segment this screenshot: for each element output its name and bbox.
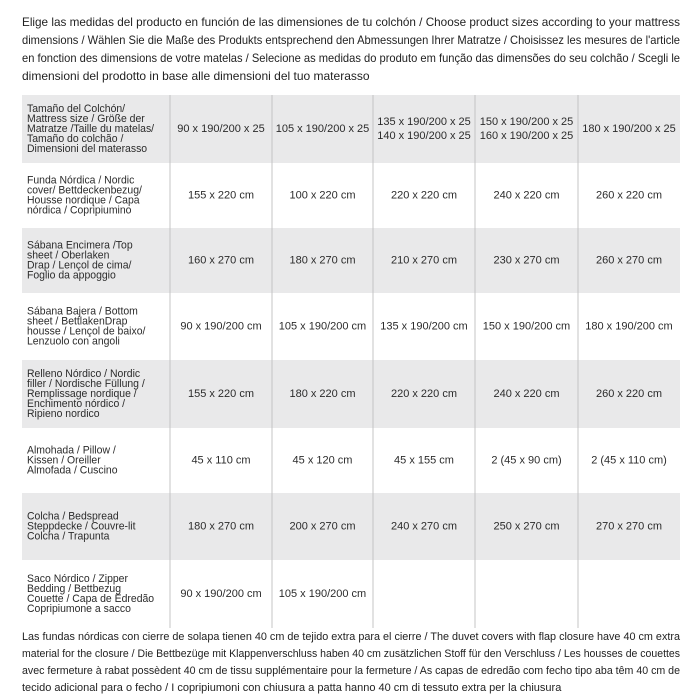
row-label-line: Couette / Capa de Edredão [27, 593, 154, 605]
row-label-line: nórdica / Copripiumino [27, 204, 131, 216]
row-label-line: sheet / Oberlaken [27, 249, 109, 261]
row-background [22, 360, 680, 428]
size-cell: 260 x 220 cm [596, 388, 662, 400]
size-cell: 45 x 110 cm [191, 454, 250, 466]
size-cell: 200 x 270 cm [289, 520, 355, 532]
size-cell: 90 x 190/200 cm [180, 320, 261, 332]
row-label-line: Colcha / Bedspread [27, 510, 119, 522]
size-cell: 2 (45 x 90 cm) [491, 454, 561, 466]
size-cell: 180 x 190/200 cm [585, 320, 672, 332]
size-cell: 180 x 220 cm [289, 388, 355, 400]
row-label-line: Lenzuolo con angoli [27, 335, 120, 347]
row-label-line: Sábana Encimera /Top [27, 239, 133, 251]
row-label-line: Almohada / Pillow / [27, 444, 116, 456]
row-label-line: Relleno Nórdico / Nordic [27, 368, 141, 380]
size-cell: 135 x 190/200 cm [380, 320, 467, 332]
header-cell-line: 140 x 190/200 x 25 [377, 130, 471, 142]
intro-line: dimensions / Wählen Sie die Maße des Pro… [22, 33, 680, 47]
intro-line: en fonction des dimensions de votre mate… [22, 51, 680, 65]
size-cell: 105 x 190/200 cm [279, 320, 366, 332]
row-label-line: Copripiumone a sacco [27, 603, 131, 615]
footnote-line: avec fermeture à rabat possèdent 40 cm d… [22, 665, 680, 677]
size-cell: 90 x 190/200 cm [180, 588, 261, 600]
size-cell: 180 x 270 cm [188, 520, 254, 532]
row-label-line: sheet / BettlakenDrap [27, 315, 127, 327]
size-cell: 260 x 270 cm [596, 254, 662, 266]
row-label-line: Foglio da appoggio [27, 269, 116, 281]
size-cell: 160 x 270 cm [188, 254, 254, 266]
row-label-line: Enchimento nórdico / [27, 398, 125, 410]
size-cell: 220 x 220 cm [391, 189, 457, 201]
header-cell-line: 105 x 190/200 x 25 [276, 123, 370, 135]
intro-line: Elige las medidas del producto en funció… [22, 15, 680, 29]
size-cell: 105 x 190/200 cm [279, 588, 366, 600]
row-background [22, 493, 680, 560]
row-label-line: Steppdecke / Couvre-lit [27, 520, 136, 532]
size-cell: 150 x 190/200 cm [483, 320, 570, 332]
size-cell: 2 (45 x 110 cm) [591, 454, 667, 466]
row-label-line: cover/ Bettdeckenbezug/ [27, 184, 142, 196]
row-background [22, 228, 680, 293]
footnote-line: material for the closure / Die Bettbezüg… [22, 648, 680, 660]
row-label-line: housse / Lençol de baixo/ [27, 325, 145, 337]
row-background [22, 95, 680, 163]
row-label-line: Drap / Lençol de cima/ [27, 259, 131, 271]
intro-line: dimensioni del prodotto in base alle dim… [22, 69, 370, 83]
row-label-line: Housse nordique / Capa [27, 194, 140, 206]
size-cell: 230 x 270 cm [493, 254, 559, 266]
size-cell: 100 x 220 cm [289, 189, 355, 201]
footnote-line: tecido adicional para o fecho / I coprip… [22, 682, 562, 694]
size-cell: 155 x 220 cm [188, 388, 254, 400]
header-cell-line: 90 x 190/200 x 25 [177, 123, 264, 135]
size-cell: 250 x 270 cm [493, 520, 559, 532]
row-label-line: Ripieno nordico [27, 408, 100, 420]
header-cell-line: 160 x 190/200 x 25 [480, 130, 574, 142]
size-cell: 270 x 270 cm [596, 520, 662, 532]
row-label-line: Remplissage nordique / [27, 388, 137, 400]
size-cell: 45 x 155 cm [394, 454, 454, 466]
row-label-line: Mattress size / Größe der [27, 113, 145, 125]
size-cell: 220 x 220 cm [391, 388, 457, 400]
size-cell: 240 x 270 cm [391, 520, 457, 532]
header-cell-line: 135 x 190/200 x 25 [377, 116, 471, 128]
row-label-line: Saco Nórdico / Zipper [27, 573, 128, 585]
size-cell: 180 x 270 cm [289, 254, 355, 266]
size-cell: 210 x 270 cm [391, 254, 457, 266]
size-cell: 240 x 220 cm [493, 189, 559, 201]
size-cell: 45 x 120 cm [293, 454, 353, 466]
row-label-line: Kissen / Oreiller [27, 454, 101, 466]
row-label-line: Matratze /Taille du matelas/ [27, 123, 154, 135]
row-label-line: Colcha / Trapunta [27, 530, 109, 542]
row-label-line: Funda Nórdica / Nordic [27, 174, 135, 186]
row-label-line: Bedding / Bettbezug [27, 583, 121, 595]
row-label-line: filler / Nordische Füllung / [27, 378, 145, 390]
header-cell-line: 150 x 190/200 x 25 [480, 116, 574, 128]
header-cell-line: 180 x 190/200 x 25 [582, 123, 676, 135]
row-label-line: Tamaño del Colchón/ [27, 103, 125, 115]
footnote-line: Las fundas nórdicas con cierre de solapa… [22, 631, 681, 643]
size-cell: 240 x 220 cm [493, 388, 559, 400]
row-label-line: Almofada / Cuscino [27, 464, 118, 476]
size-cell: 260 x 220 cm [596, 189, 662, 201]
size-cell: 155 x 220 cm [188, 189, 254, 201]
row-label-line: Sábana Bajera / Bottom [27, 305, 138, 317]
row-label-line: Dimensioni del materasso [27, 143, 147, 155]
row-label-line: Tamaño do colchão / [27, 133, 123, 145]
